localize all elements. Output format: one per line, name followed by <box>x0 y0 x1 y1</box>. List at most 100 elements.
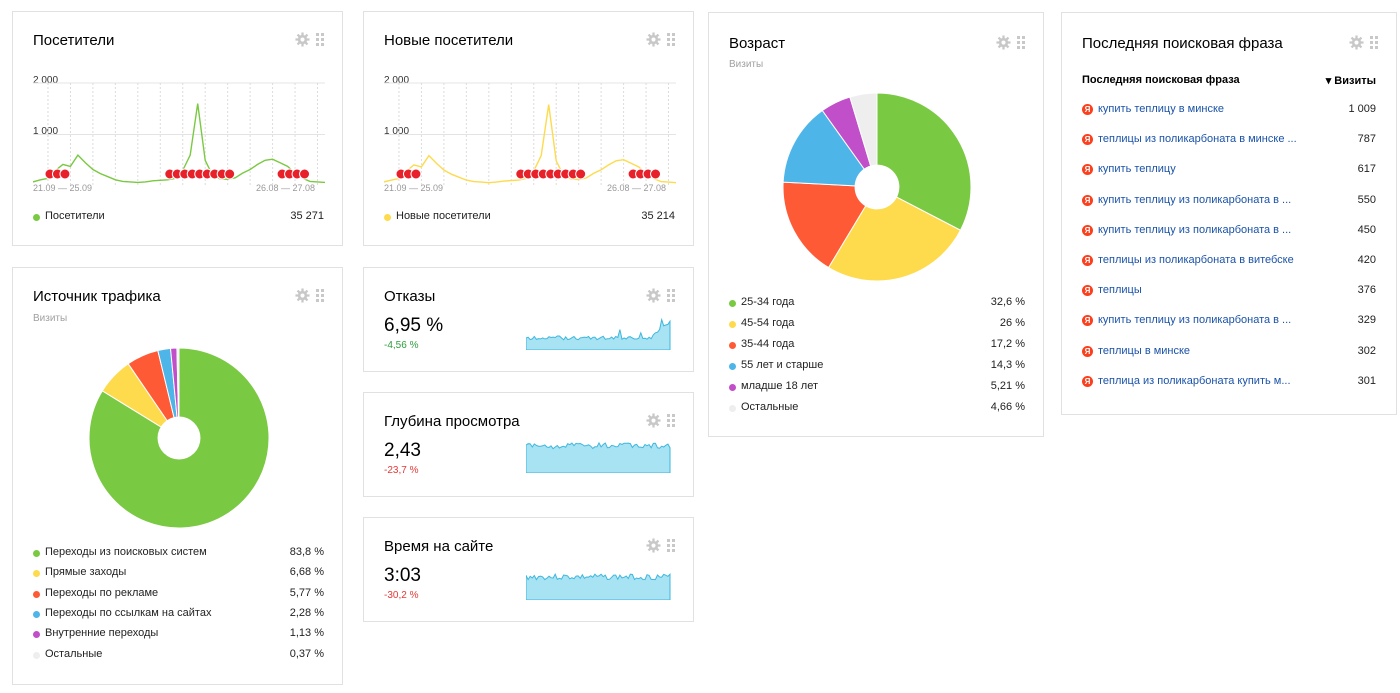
legend-value: 83,8 % <box>289 546 324 558</box>
column-header-phrase: Последняя поисковая фраза <box>1082 74 1240 86</box>
age-title: Возраст <box>729 35 786 52</box>
depth-tools <box>646 413 675 428</box>
visits-count: 550 <box>1357 193 1376 206</box>
bounces-card: Отказы 6,95 % -4,56 % <box>363 267 694 372</box>
pie-slice[interactable] <box>782 109 879 188</box>
legend-label: младше 18 лет <box>741 380 819 392</box>
bounces-tools <box>646 288 675 303</box>
holiday-marker-icon[interactable] <box>575 168 587 180</box>
legend-dot <box>729 300 736 307</box>
legend-item[interactable]: Остальные 0,37 % <box>33 648 324 664</box>
sparkline-area <box>526 441 671 473</box>
legend-item[interactable]: 55 лет и старше 14,3 % <box>729 359 1025 375</box>
drag-handle-icon[interactable] <box>667 33 675 46</box>
legend-dot <box>33 651 40 659</box>
legend-dot <box>33 214 40 221</box>
column-header-visits-sort[interactable]: ▾ Визиты <box>1325 75 1376 87</box>
search-phrase-link[interactable]: теплица из поликарбоната купить м... <box>1098 374 1291 387</box>
search-phrase-link[interactable]: теплицы из поликарбоната в минске ... <box>1098 133 1297 146</box>
traffic-subtitle: Визиты <box>33 313 68 324</box>
drag-handle-icon[interactable] <box>667 289 675 302</box>
holiday-marker-icon[interactable] <box>410 168 422 180</box>
search-phrase-link[interactable]: купить теплицу из поликарбоната в ... <box>1098 223 1292 236</box>
gear-icon[interactable] <box>295 32 310 47</box>
legend-label: 55 лет и старше <box>741 359 824 371</box>
legend-item[interactable]: младше 18 лет 5,21 % <box>729 380 1025 396</box>
legend-value: 35 214 <box>641 210 675 222</box>
pie-slice[interactable] <box>782 181 878 269</box>
legend-item[interactable]: Посетители 35 271 <box>33 210 324 226</box>
pie-slice[interactable] <box>849 92 878 188</box>
gear-icon[interactable] <box>996 35 1011 50</box>
gear-icon[interactable] <box>646 32 661 47</box>
legend-item[interactable]: Переходы из поисковых систем 83,8 % <box>33 546 324 562</box>
new-visitors-line-chart <box>384 82 676 186</box>
visits-count: 376 <box>1357 284 1376 297</box>
depth-value: 2,43 <box>384 440 421 461</box>
pie-slice[interactable] <box>827 186 962 282</box>
gear-icon[interactable] <box>646 413 661 428</box>
legend-item[interactable]: Новые посетители 35 214 <box>384 210 675 226</box>
y-tick: 1 000 <box>33 126 59 137</box>
legend-item[interactable]: Переходы по рекламе 5,77 % <box>33 587 324 603</box>
legend-item[interactable]: Внутренние переходы 1,13 % <box>33 627 324 643</box>
drag-handle-icon[interactable] <box>316 289 324 302</box>
legend-item[interactable]: 25-34 года 32,6 % <box>729 296 1025 312</box>
yandex-icon: Я <box>1082 255 1093 266</box>
drag-handle-icon[interactable] <box>1017 36 1025 49</box>
legend-item[interactable]: Прямые заходы 6,68 % <box>33 566 324 582</box>
holiday-marker-icon[interactable] <box>650 168 662 180</box>
visits-count: 301 <box>1357 374 1376 387</box>
drag-handle-icon[interactable] <box>667 539 675 552</box>
legend-item[interactable]: 35-44 года 17,2 % <box>729 338 1025 354</box>
drag-handle-icon[interactable] <box>316 33 324 46</box>
drag-handle-icon[interactable] <box>667 414 675 427</box>
time-on-site-tools <box>646 538 675 553</box>
holiday-marker-icon[interactable] <box>224 168 236 180</box>
pie-slice[interactable] <box>176 347 180 439</box>
legend-value: 1,13 % <box>289 627 324 640</box>
search-phrase-link[interactable]: купить теплицу <box>1098 163 1176 176</box>
search-phrase-link[interactable]: теплицы <box>1098 284 1142 297</box>
search-phrase-link[interactable]: купить теплицу в минске <box>1098 103 1225 115</box>
date-range-label: 21.09 — 25.09 <box>384 183 444 193</box>
legend-value: 5,21 % <box>990 380 1025 392</box>
bounces-title: Отказы <box>384 288 436 305</box>
new-visitors-title: Новые посетители <box>384 32 514 49</box>
legend-label: Новые посетители <box>396 210 491 222</box>
search-phrase-link[interactable]: теплицы из поликарбоната в витебске <box>1098 254 1294 266</box>
gear-icon[interactable] <box>646 288 661 303</box>
legend-item[interactable]: Переходы по ссылкам на сайтах 2,28 % <box>33 607 324 623</box>
legend-label: Прямые заходы <box>45 566 127 579</box>
search-phrase-link[interactable]: теплицы в минске <box>1098 344 1191 357</box>
gear-icon[interactable] <box>1349 35 1364 50</box>
search-phrase-link[interactable]: купить теплицу из поликарбоната в ... <box>1098 314 1292 327</box>
visitors-tools <box>295 32 324 47</box>
holiday-marker-icon[interactable] <box>59 168 71 180</box>
search-phrase-card: Последняя поисковая фраза Последняя поис… <box>1061 12 1397 415</box>
search-phrase-link[interactable]: купить теплицу из поликарбоната в ... <box>1098 193 1292 206</box>
legend-item[interactable]: 45-54 года 26 % <box>729 317 1025 333</box>
visitors-title: Посетители <box>33 32 115 49</box>
age-card: Возраст Визиты 25-34 года 32,6 % 45-54 год… <box>708 12 1044 437</box>
pie-slice[interactable] <box>876 92 972 231</box>
yandex-icon: Я <box>1082 134 1093 146</box>
visitors-line-chart <box>33 82 325 186</box>
y-tick: 2 000 <box>384 75 410 86</box>
visits-count: 617 <box>1357 163 1376 176</box>
gear-icon[interactable] <box>295 288 310 303</box>
drag-handle-icon[interactable] <box>1370 36 1378 49</box>
legend-label: 45-54 года <box>741 317 795 329</box>
gear-icon[interactable] <box>646 538 661 553</box>
search-phrase-title: Последняя поисковая фраза <box>1082 35 1283 52</box>
legend-dot <box>384 214 391 221</box>
legend-item[interactable]: Остальные 4,66 % <box>729 401 1025 417</box>
yandex-icon: Я <box>1082 315 1093 327</box>
traffic-title: Источник трафика <box>33 288 161 305</box>
holiday-marker-icon[interactable] <box>299 168 311 180</box>
legend-label: Переходы по рекламе <box>45 586 159 599</box>
